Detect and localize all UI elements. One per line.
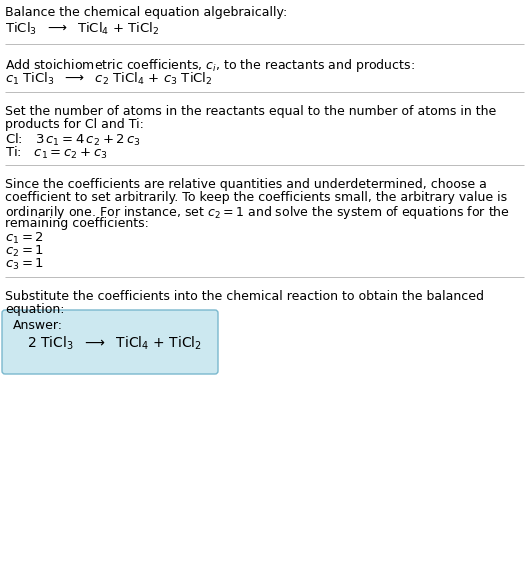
Text: Set the number of atoms in the reactants equal to the number of atoms in the: Set the number of atoms in the reactants…	[5, 105, 496, 118]
Text: ordinarily one. For instance, set $c_2 = 1$ and solve the system of equations fo: ordinarily one. For instance, set $c_2 =…	[5, 204, 510, 221]
Text: $c_3 = 1$: $c_3 = 1$	[5, 257, 44, 272]
Text: 2 TiCl$_3$  $\longrightarrow$  TiCl$_4$ + TiCl$_2$: 2 TiCl$_3$ $\longrightarrow$ TiCl$_4$ + …	[27, 335, 202, 353]
Text: Substitute the coefficients into the chemical reaction to obtain the balanced: Substitute the coefficients into the che…	[5, 290, 484, 303]
Text: coefficient to set arbitrarily. To keep the coefficients small, the arbitrary va: coefficient to set arbitrarily. To keep …	[5, 191, 507, 204]
Text: products for Cl and Ti:: products for Cl and Ti:	[5, 118, 144, 131]
Text: $c_1 = 2$: $c_1 = 2$	[5, 231, 44, 246]
Text: $c_2 = 1$: $c_2 = 1$	[5, 244, 44, 259]
Text: TiCl$_3$  $\longrightarrow$  TiCl$_4$ + TiCl$_2$: TiCl$_3$ $\longrightarrow$ TiCl$_4$ + Ti…	[5, 21, 159, 37]
Text: Cl:   $3\,c_1 = 4\,c_2 + 2\,c_3$: Cl: $3\,c_1 = 4\,c_2 + 2\,c_3$	[5, 132, 141, 148]
FancyBboxPatch shape	[2, 310, 218, 374]
Text: Answer:: Answer:	[13, 319, 63, 332]
Text: $c_1$ TiCl$_3$  $\longrightarrow$  $c_2$ TiCl$_4$ + $c_3$ TiCl$_2$: $c_1$ TiCl$_3$ $\longrightarrow$ $c_2$ T…	[5, 71, 213, 87]
Text: remaining coefficients:: remaining coefficients:	[5, 217, 149, 230]
Text: equation:: equation:	[5, 303, 65, 316]
Text: Ti:   $c_1 = c_2 + c_3$: Ti: $c_1 = c_2 + c_3$	[5, 145, 108, 161]
Text: Add stoichiometric coefficients, $c_i$, to the reactants and products:: Add stoichiometric coefficients, $c_i$, …	[5, 57, 415, 74]
Text: Balance the chemical equation algebraically:: Balance the chemical equation algebraica…	[5, 6, 287, 19]
Text: Since the coefficients are relative quantities and underdetermined, choose a: Since the coefficients are relative quan…	[5, 178, 487, 191]
